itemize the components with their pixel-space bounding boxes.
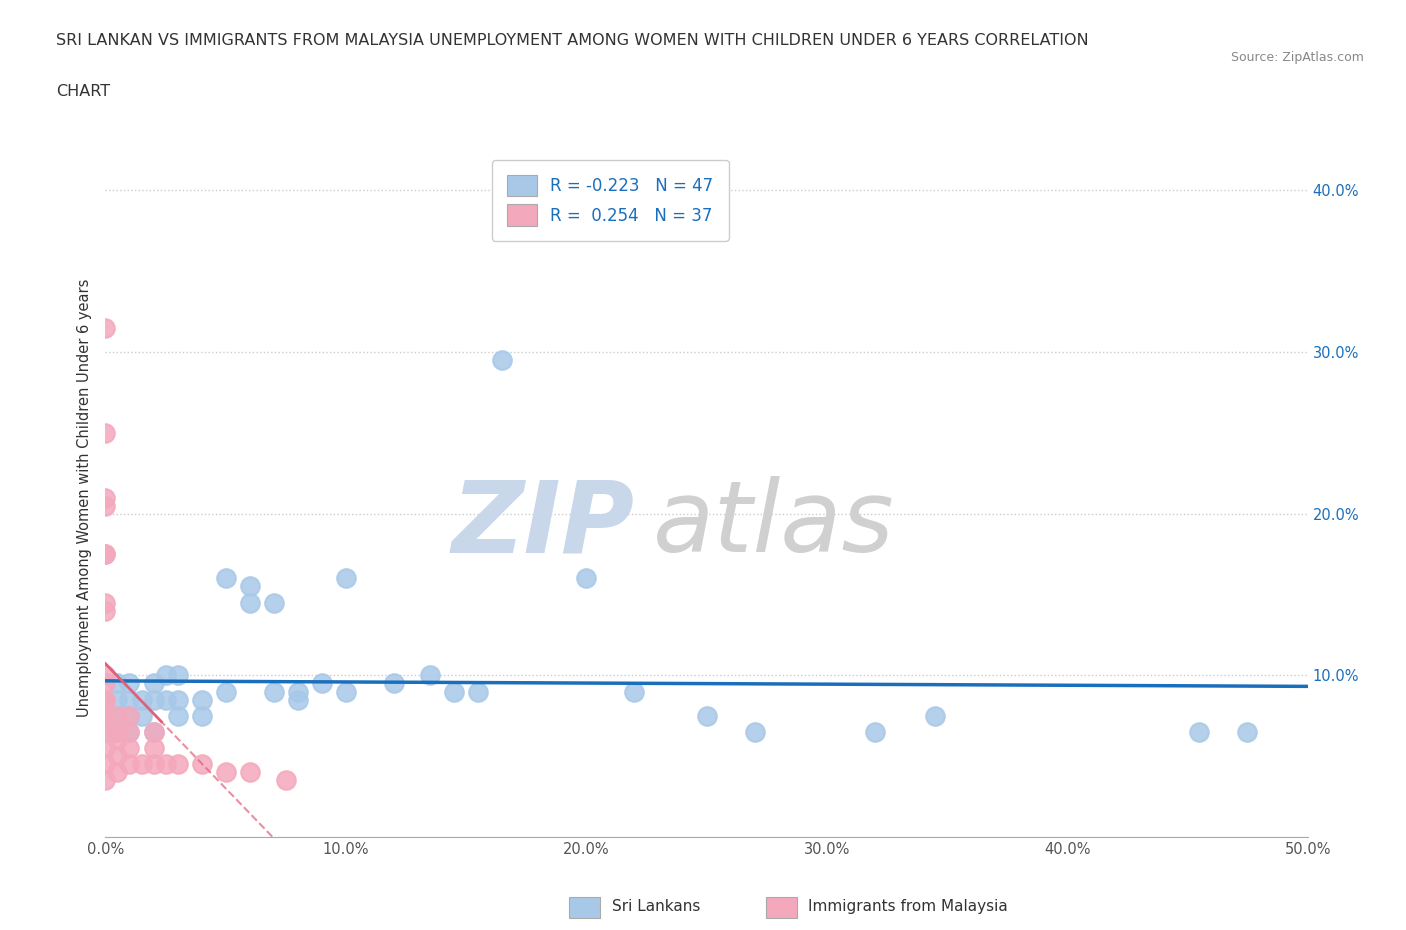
Point: [239, 595, 262, 610]
Point: [744, 724, 766, 739]
Text: Source: ZipAtlas.com: Source: ZipAtlas.com: [1230, 51, 1364, 64]
Text: Immigrants from Malaysia: Immigrants from Malaysia: [808, 899, 1008, 914]
Point: [311, 676, 333, 691]
Point: [142, 724, 165, 739]
Point: [94, 498, 117, 513]
Text: ZIP: ZIP: [451, 476, 634, 573]
Point: [94, 692, 117, 707]
Point: [924, 709, 946, 724]
Point: [118, 724, 141, 739]
Point: [263, 595, 285, 610]
Point: [107, 749, 129, 764]
Text: Sri Lankans: Sri Lankans: [612, 899, 700, 914]
Point: [142, 692, 165, 707]
Point: [118, 676, 141, 691]
Text: CHART: CHART: [56, 84, 110, 99]
Point: [118, 692, 141, 707]
Point: [274, 773, 297, 788]
Point: [214, 571, 236, 586]
Point: [118, 709, 141, 724]
Point: [94, 490, 117, 505]
Point: [107, 692, 129, 707]
Point: [190, 757, 212, 772]
Point: [166, 709, 188, 724]
Point: [131, 757, 153, 772]
Point: [419, 668, 441, 683]
Point: [214, 764, 236, 779]
Point: [94, 724, 117, 739]
Point: [491, 352, 513, 367]
Point: [166, 757, 188, 772]
Point: [287, 684, 309, 699]
Point: [155, 668, 177, 683]
Y-axis label: Unemployment Among Women with Children Under 6 years: Unemployment Among Women with Children U…: [77, 278, 93, 717]
Point: [107, 709, 129, 724]
Point: [443, 684, 465, 699]
Point: [263, 684, 285, 699]
Point: [142, 676, 165, 691]
Point: [1188, 724, 1211, 739]
Point: [94, 709, 117, 724]
Point: [94, 668, 117, 683]
Point: [94, 773, 117, 788]
Point: [142, 757, 165, 772]
Point: [335, 571, 357, 586]
Point: [287, 692, 309, 707]
Point: [94, 709, 117, 724]
Point: [166, 668, 188, 683]
Text: SRI LANKAN VS IMMIGRANTS FROM MALAYSIA UNEMPLOYMENT AMONG WOMEN WITH CHILDREN UN: SRI LANKAN VS IMMIGRANTS FROM MALAYSIA U…: [56, 33, 1088, 47]
Point: [239, 764, 262, 779]
Text: atlas: atlas: [652, 476, 894, 573]
Point: [107, 724, 129, 739]
Point: [118, 724, 141, 739]
Point: [94, 692, 117, 707]
Point: [335, 684, 357, 699]
Legend: R = -0.223   N = 47, R =  0.254   N = 37: R = -0.223 N = 47, R = 0.254 N = 37: [492, 160, 728, 241]
Point: [142, 740, 165, 755]
Point: [94, 709, 117, 724]
Point: [94, 595, 117, 610]
Point: [107, 676, 129, 691]
Point: [94, 547, 117, 562]
Point: [142, 724, 165, 739]
Point: [166, 692, 188, 707]
Point: [118, 709, 141, 724]
Point: [214, 684, 236, 699]
Point: [239, 579, 262, 594]
Point: [94, 320, 117, 336]
Point: [107, 724, 129, 739]
Point: [131, 692, 153, 707]
Point: [575, 571, 598, 586]
Point: [863, 724, 886, 739]
Point: [107, 709, 129, 724]
Point: [155, 692, 177, 707]
Point: [118, 757, 141, 772]
Point: [118, 740, 141, 755]
Point: [94, 547, 117, 562]
Point: [696, 709, 718, 724]
Point: [467, 684, 489, 699]
Point: [107, 764, 129, 779]
Point: [190, 692, 212, 707]
Point: [94, 757, 117, 772]
Point: [190, 709, 212, 724]
Point: [623, 684, 645, 699]
Point: [131, 709, 153, 724]
Point: [94, 604, 117, 618]
Point: [94, 724, 117, 739]
Point: [94, 425, 117, 440]
Point: [382, 676, 405, 691]
Point: [107, 733, 129, 748]
Point: [94, 676, 117, 691]
Point: [155, 757, 177, 772]
Point: [94, 740, 117, 755]
Point: [94, 692, 117, 707]
Point: [1236, 724, 1258, 739]
